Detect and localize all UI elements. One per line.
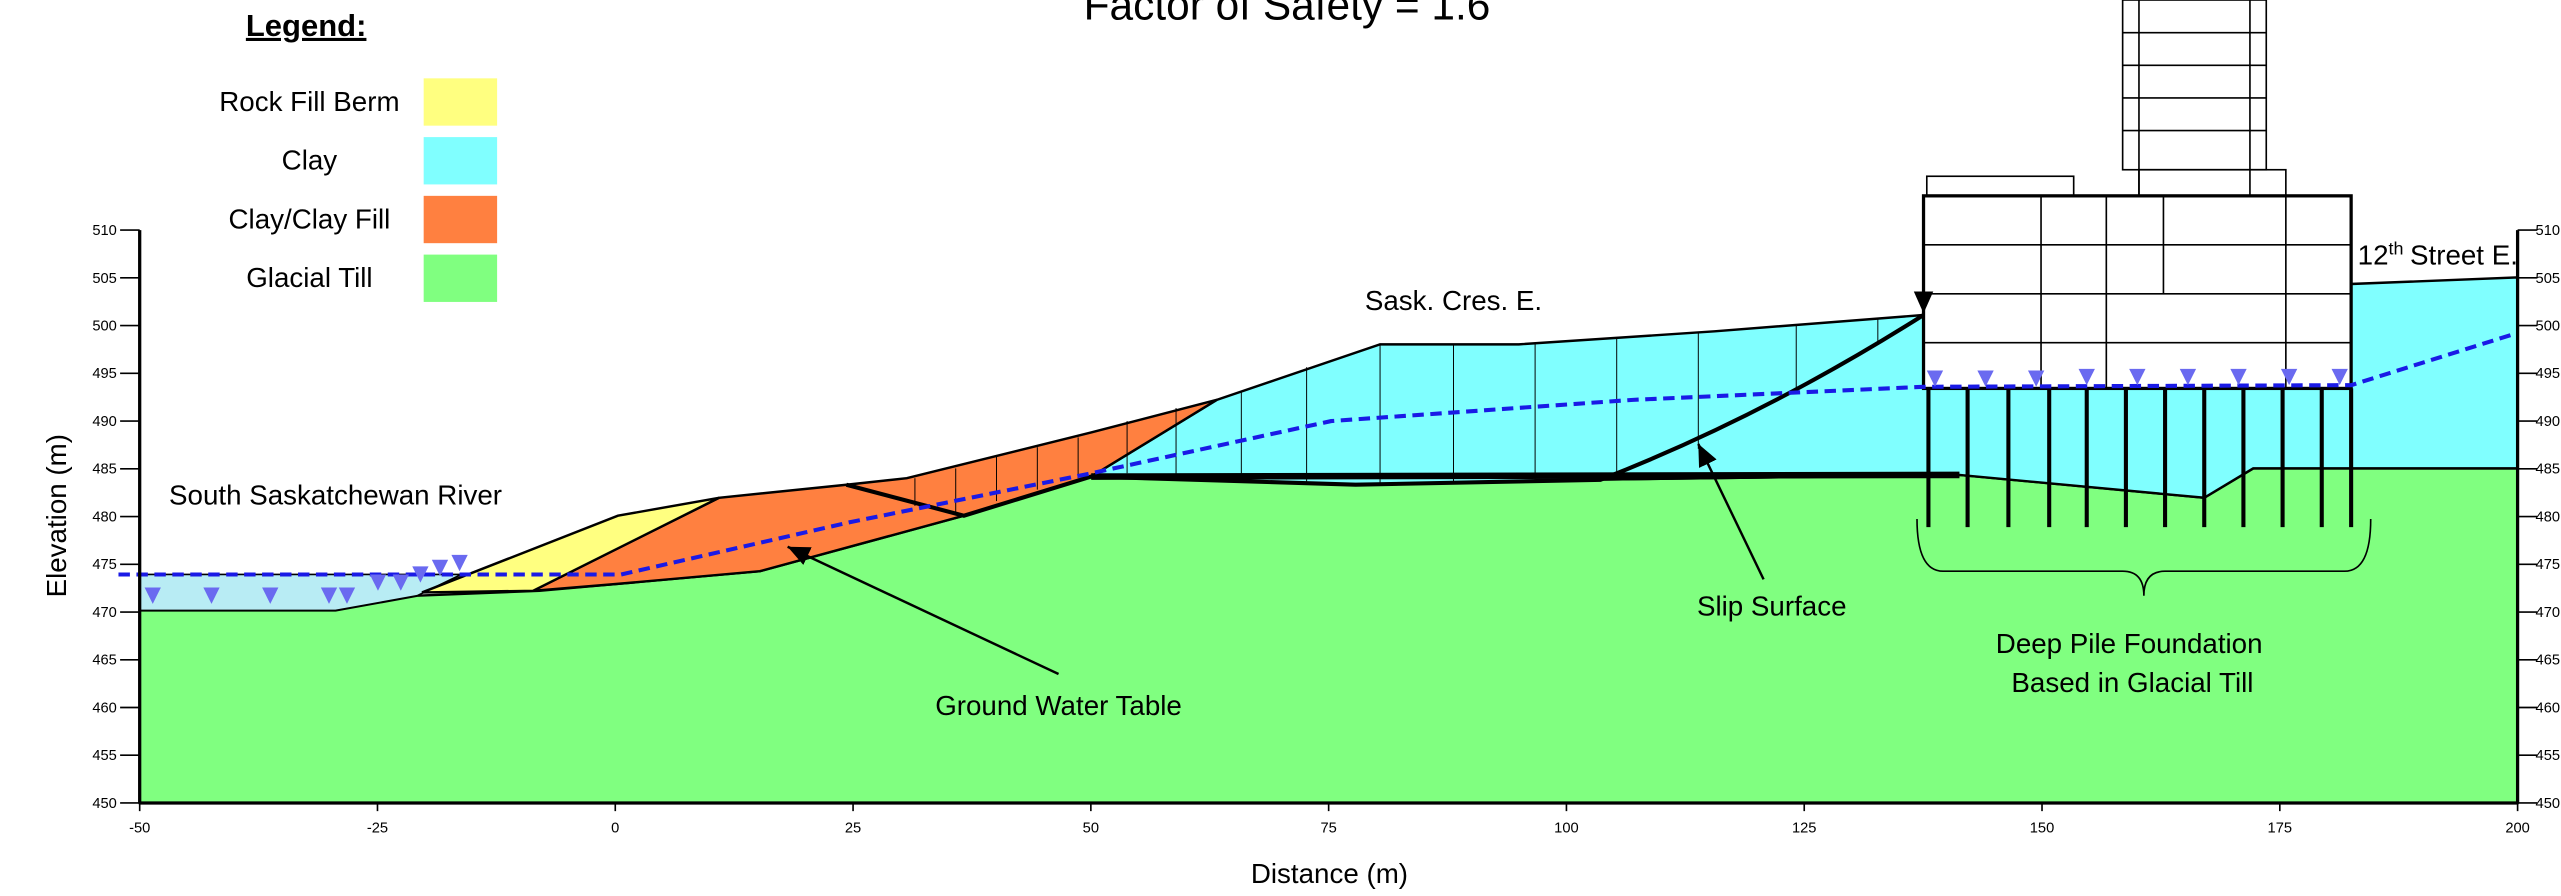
x-tick-label: 75 <box>1320 820 1336 836</box>
y-tick-label: 450 <box>92 796 116 812</box>
y-axis-label: Elevation (m) <box>41 434 72 597</box>
road-label: Sask. Cres. E. <box>1365 285 1542 316</box>
till-top-thick <box>1091 471 1960 480</box>
y-tick-label: 480 <box>92 509 116 525</box>
x-tick-label: -25 <box>367 820 388 836</box>
gw-label: Ground Water Table <box>935 690 1182 721</box>
y-tick-label: 505 <box>92 271 116 287</box>
y-tick-label: 465 <box>92 653 116 669</box>
legend: Rock Fill Berm Clay Clay/Clay Fill Glacial … <box>219 78 498 302</box>
slip-surface <box>845 313 1925 518</box>
x-tick-label: 125 <box>1792 820 1816 836</box>
street-suffix: th <box>2389 239 2404 259</box>
legend-swatch <box>423 195 498 244</box>
building <box>1921 0 2353 391</box>
y-tick-label-right: 485 <box>2536 462 2560 478</box>
y-tick-label: 475 <box>92 557 116 573</box>
y-tick-label: 485 <box>92 462 116 478</box>
foundation-brace <box>1916 518 2372 596</box>
y-tick-label-right: 460 <box>2536 700 2560 716</box>
street-label: 12th Street E. <box>2358 239 2518 271</box>
slip-pointer <box>1697 443 1765 580</box>
y-tick-label-right: 465 <box>2536 653 2560 669</box>
x-tick-label: 0 <box>611 820 619 836</box>
x-tick-label: 100 <box>1554 820 1578 836</box>
x-tick-label: -50 <box>129 820 150 836</box>
y-tick-label: 460 <box>92 700 116 716</box>
y-tick-label: 500 <box>92 318 116 334</box>
y-tick-label: 510 <box>92 223 116 239</box>
piles <box>1926 388 2354 528</box>
y-tick-label: 495 <box>92 366 116 382</box>
y-tick-label-right: 510 <box>2536 223 2560 239</box>
x-tick-label: 200 <box>2505 820 2529 836</box>
street-name: Street E. <box>2410 239 2518 270</box>
y-tick-label-right: 495 <box>2536 366 2560 382</box>
y-tick-label: 455 <box>92 748 116 764</box>
foundation-label: Based in Glacial Till <box>2011 667 2253 698</box>
y-tick-label-right: 470 <box>2536 605 2560 621</box>
y-tick-label-right: 480 <box>2536 509 2560 525</box>
y-tick-label-right: 475 <box>2536 557 2560 573</box>
legend-swatch <box>423 78 498 126</box>
x-axis-label: Distance (m) <box>1251 858 1408 889</box>
water-table <box>118 330 2519 577</box>
y-tick-label-right: 455 <box>2536 748 2560 764</box>
x-tick-label: 50 <box>1083 820 1099 836</box>
x-tick-label: 175 <box>2268 820 2292 836</box>
x-tick-label: 150 <box>2030 820 2054 836</box>
foundation-label: Deep Pile Foundation <box>1996 628 2263 659</box>
y-tick-label: 470 <box>92 605 116 621</box>
legend-label: Clay <box>282 145 338 176</box>
y-tick-label: 490 <box>92 414 116 430</box>
title: Factor of Safety = 1.6 <box>1084 0 1491 29</box>
legend-swatch <box>423 254 498 302</box>
gw-pointer <box>787 545 1060 676</box>
y-tick-label-right: 490 <box>2536 414 2560 430</box>
y-tick-label-right: 450 <box>2536 796 2560 812</box>
legend-label: Rock Fill Berm <box>219 86 399 117</box>
river-label: South Saskatchewan River <box>169 479 502 510</box>
water-arrows <box>144 368 2348 604</box>
rock-fill-berm <box>421 496 720 594</box>
legend-swatch <box>423 137 498 185</box>
y-tick-label-right: 505 <box>2536 271 2560 287</box>
legend-label: Glacial Till <box>246 262 372 293</box>
legend-label: Clay/Clay Fill <box>229 203 391 234</box>
clay-fill-region <box>532 398 1218 593</box>
legend-title: Legend: <box>246 8 367 43</box>
x-tick-label: 25 <box>845 820 861 836</box>
slip-label: Slip Surface <box>1697 590 1847 621</box>
street-number: 12 <box>2358 239 2389 270</box>
y-tick-label-right: 500 <box>2536 318 2560 334</box>
